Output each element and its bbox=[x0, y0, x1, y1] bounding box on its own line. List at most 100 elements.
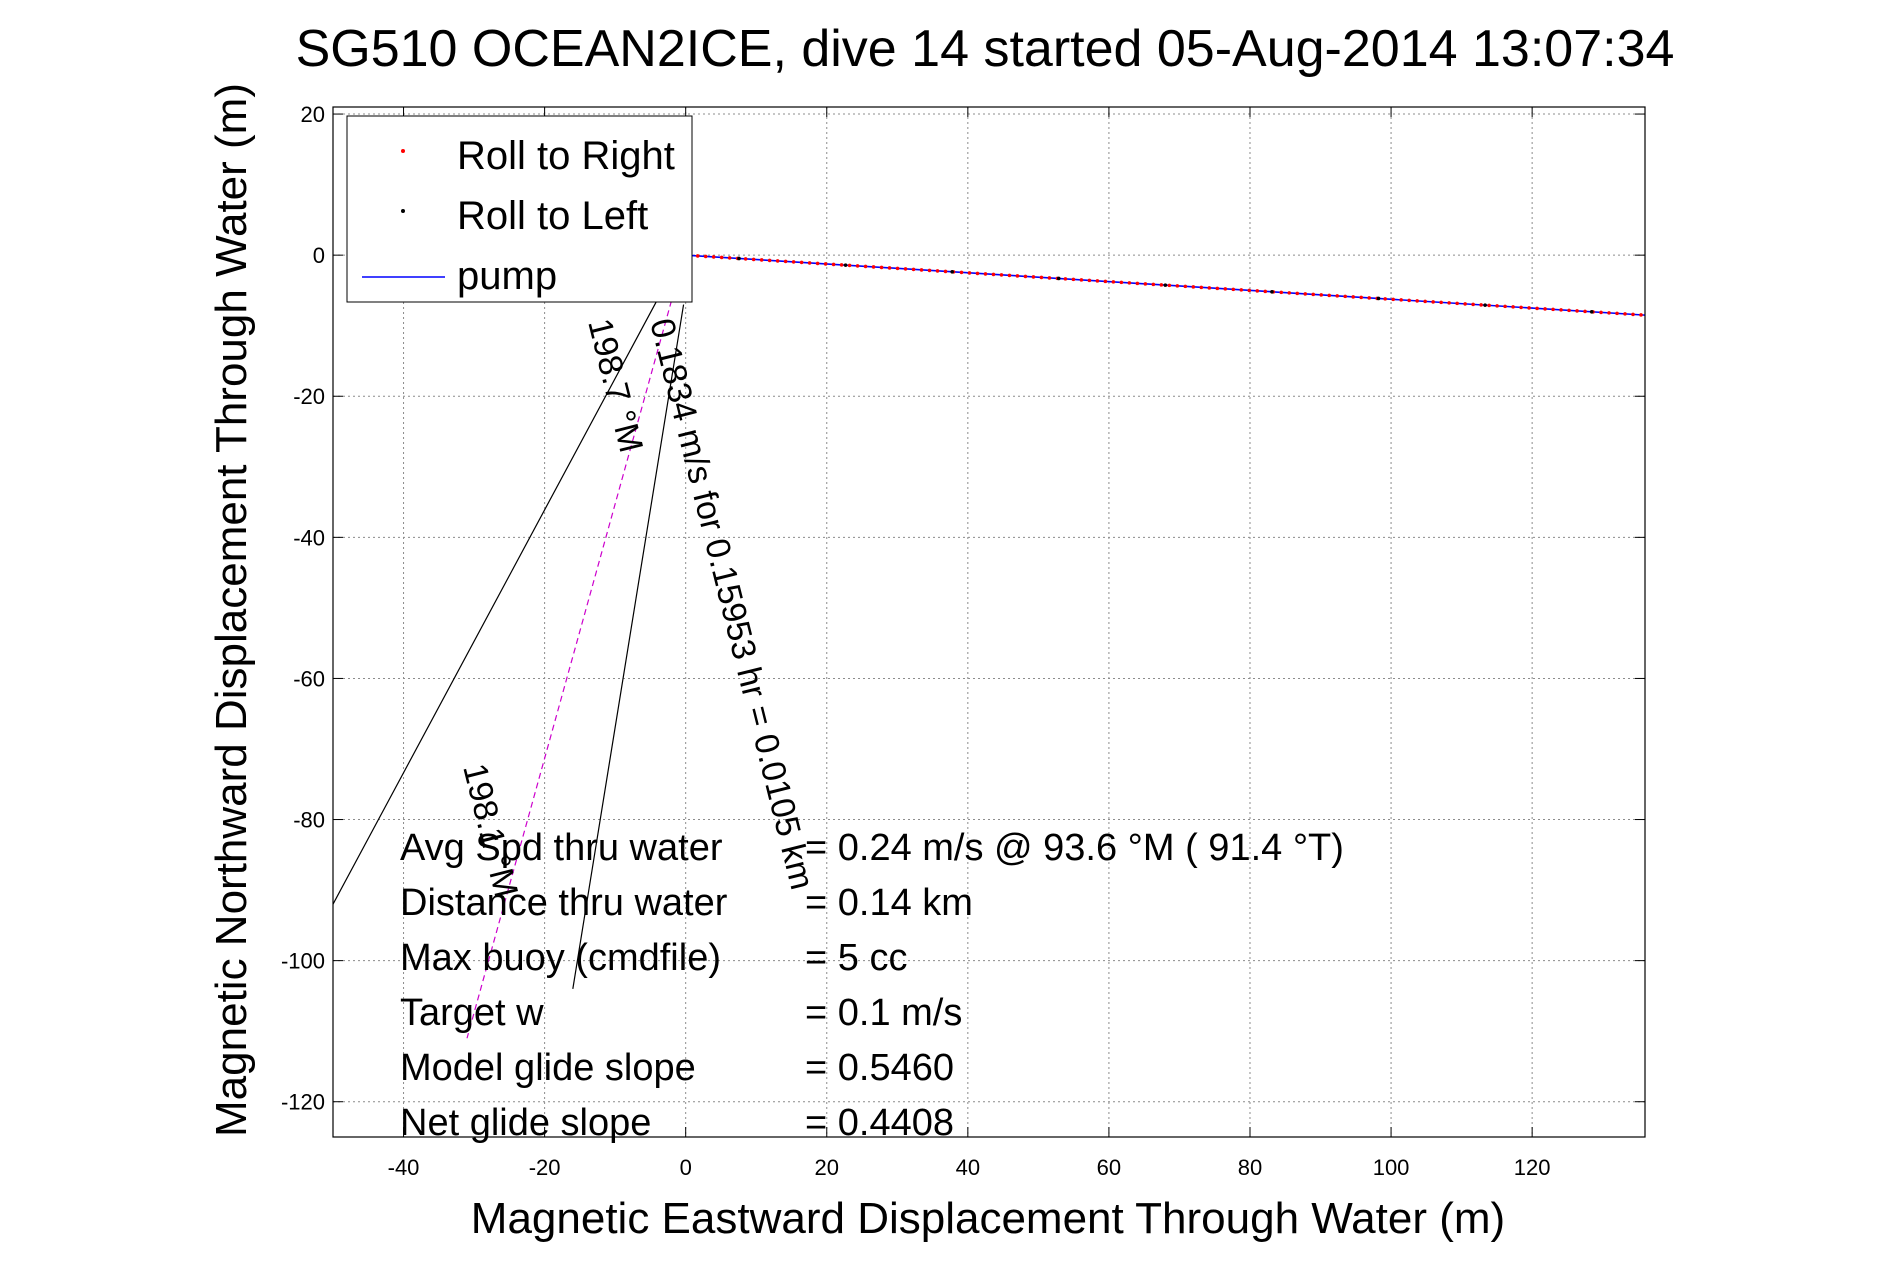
stat-value: = 0.1 m/s bbox=[805, 992, 962, 1034]
series-point bbox=[1399, 298, 1403, 302]
series-point bbox=[831, 262, 836, 267]
series-point bbox=[1535, 306, 1539, 311]
series-point bbox=[1575, 309, 1579, 313]
series-point bbox=[823, 262, 828, 266]
series-point bbox=[1159, 283, 1164, 287]
series-point bbox=[1447, 301, 1451, 305]
series-point bbox=[903, 267, 908, 271]
series-point bbox=[1519, 305, 1523, 310]
series-point bbox=[727, 256, 732, 260]
y-tick-label: -120 bbox=[281, 1090, 325, 1115]
series-point bbox=[950, 270, 954, 274]
series-point bbox=[1207, 286, 1212, 290]
series-point bbox=[967, 271, 972, 275]
series-point bbox=[1295, 291, 1300, 296]
series-point bbox=[1431, 300, 1435, 304]
stats-block: Avg Spd thru water = 0.24 m/s @ 93.6 °M (… bbox=[400, 827, 1344, 1144]
series-point bbox=[1127, 281, 1132, 285]
series-point bbox=[943, 269, 948, 274]
series-point bbox=[919, 268, 924, 272]
series-point bbox=[1151, 282, 1156, 287]
series-point bbox=[1279, 290, 1284, 295]
y-axis-label: Magnetic Northward Displacement Through … bbox=[207, 83, 256, 1137]
series-point bbox=[1495, 304, 1499, 308]
series-point bbox=[1631, 312, 1635, 317]
series-point bbox=[799, 260, 804, 265]
series-point bbox=[1471, 302, 1475, 307]
series-point bbox=[1103, 279, 1108, 284]
x-tick-label: 120 bbox=[1514, 1155, 1551, 1180]
series-point bbox=[1567, 308, 1571, 313]
series-point bbox=[1255, 289, 1260, 293]
series-point bbox=[895, 266, 900, 271]
series-point bbox=[855, 264, 860, 268]
series-point bbox=[1376, 296, 1381, 301]
series-point bbox=[1007, 273, 1012, 278]
stat-label: Net glide slope bbox=[400, 1102, 651, 1144]
series-point bbox=[1327, 293, 1332, 298]
x-ticks: -40 -20 0 20 40 60 80 100 120 bbox=[388, 107, 1551, 1180]
series-point bbox=[791, 260, 796, 264]
chart-title: SG510 OCEAN2ICE, dive 14 started 05-Aug-… bbox=[296, 20, 1675, 78]
series-point bbox=[1263, 289, 1268, 294]
series-point bbox=[1287, 291, 1292, 295]
series-point bbox=[1367, 296, 1371, 300]
series-point bbox=[1247, 288, 1252, 293]
y-tick-label: -20 bbox=[293, 384, 325, 409]
series-point bbox=[1119, 280, 1124, 285]
series-point bbox=[1056, 276, 1061, 281]
series-point bbox=[1487, 303, 1491, 308]
stat-value: = 0.24 m/s @ 93.6 °M ( 91.4 °T) bbox=[805, 827, 1344, 869]
series-point bbox=[999, 273, 1004, 277]
x-tick-label: -40 bbox=[388, 1155, 420, 1180]
stat-label: Distance thru water bbox=[400, 882, 728, 924]
current-line bbox=[466, 262, 683, 1039]
series-point bbox=[1589, 309, 1594, 314]
series-point bbox=[1503, 304, 1507, 309]
series-point bbox=[1423, 299, 1427, 304]
series-point bbox=[1143, 282, 1148, 286]
series-point bbox=[1415, 299, 1419, 303]
plot-area-frame bbox=[332, 106, 1646, 1138]
series-point bbox=[1239, 288, 1244, 292]
x-axis-label: Magnetic Eastward Displacement Through W… bbox=[471, 1194, 1505, 1243]
legend: Roll to Right Roll to Left pump bbox=[346, 115, 693, 303]
series-point bbox=[807, 261, 812, 265]
series-point bbox=[1455, 301, 1459, 306]
series-point bbox=[1015, 274, 1020, 278]
current-line bbox=[572, 304, 685, 989]
current-lines bbox=[332, 262, 685, 1039]
series-point bbox=[843, 263, 848, 267]
series-point bbox=[1087, 278, 1092, 283]
stat-label: Target w bbox=[400, 992, 544, 1034]
y-tick-label: -40 bbox=[293, 525, 325, 550]
series-point bbox=[703, 254, 708, 259]
track-series bbox=[685, 253, 1646, 317]
series-point bbox=[775, 259, 780, 263]
series-point bbox=[1039, 275, 1044, 280]
stat-label: Avg Spd thru water bbox=[400, 827, 723, 869]
legend-swatch-dot bbox=[401, 209, 405, 213]
series-point bbox=[767, 258, 772, 263]
series-point bbox=[1439, 300, 1443, 305]
series-point bbox=[1527, 306, 1531, 310]
x-tick-label: 80 bbox=[1238, 1155, 1262, 1180]
series-point bbox=[1639, 313, 1643, 317]
series-point bbox=[863, 264, 868, 269]
legend-label: pump bbox=[457, 254, 557, 298]
series-point bbox=[1111, 280, 1116, 284]
series-point bbox=[1031, 275, 1036, 279]
series-point bbox=[1175, 284, 1180, 288]
series-point bbox=[991, 272, 996, 277]
series-point bbox=[1463, 302, 1467, 306]
series-point bbox=[743, 257, 748, 261]
series-point bbox=[1607, 311, 1611, 315]
series-point bbox=[1623, 312, 1627, 316]
series-point bbox=[1223, 287, 1228, 291]
series-point bbox=[1359, 295, 1364, 300]
series-point bbox=[1047, 276, 1052, 280]
legend-box bbox=[346, 115, 693, 303]
series-point bbox=[759, 258, 764, 262]
series-point bbox=[1303, 292, 1308, 296]
series-point bbox=[927, 268, 932, 273]
